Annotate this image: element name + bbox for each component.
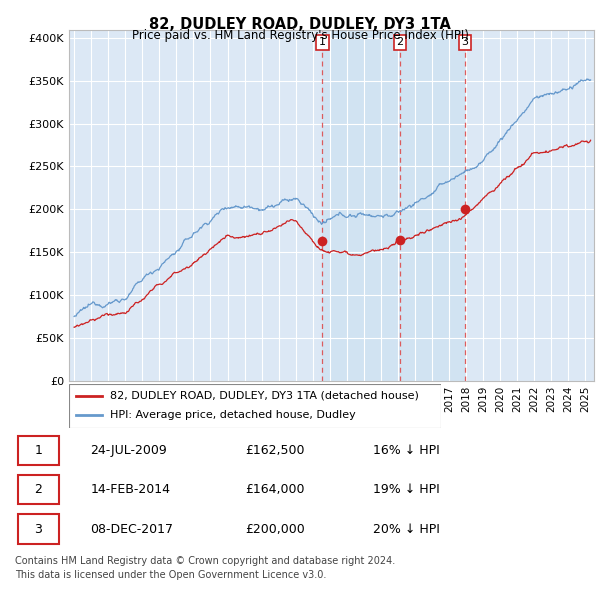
Text: £200,000: £200,000 xyxy=(245,523,305,536)
Text: 2: 2 xyxy=(397,37,404,47)
Text: HPI: Average price, detached house, Dudley: HPI: Average price, detached house, Dudl… xyxy=(110,411,356,420)
Text: 1: 1 xyxy=(319,37,326,47)
Text: 2: 2 xyxy=(34,483,42,496)
Text: £164,000: £164,000 xyxy=(245,483,304,496)
Text: 08-DEC-2017: 08-DEC-2017 xyxy=(91,523,173,536)
Text: Price paid vs. HM Land Registry's House Price Index (HPI): Price paid vs. HM Land Registry's House … xyxy=(131,30,469,42)
Text: 16% ↓ HPI: 16% ↓ HPI xyxy=(373,444,440,457)
FancyBboxPatch shape xyxy=(18,514,59,544)
Text: 82, DUDLEY ROAD, DUDLEY, DY3 1TA: 82, DUDLEY ROAD, DUDLEY, DY3 1TA xyxy=(149,17,451,31)
FancyBboxPatch shape xyxy=(18,435,59,465)
Text: 20% ↓ HPI: 20% ↓ HPI xyxy=(373,523,440,536)
Text: 3: 3 xyxy=(34,523,42,536)
Text: 3: 3 xyxy=(461,37,468,47)
Text: £162,500: £162,500 xyxy=(245,444,304,457)
FancyBboxPatch shape xyxy=(18,475,59,504)
Text: Contains HM Land Registry data © Crown copyright and database right 2024.
This d: Contains HM Land Registry data © Crown c… xyxy=(15,556,395,580)
Bar xyxy=(322,30,465,381)
Text: 19% ↓ HPI: 19% ↓ HPI xyxy=(373,483,440,496)
Text: 14-FEB-2014: 14-FEB-2014 xyxy=(91,483,170,496)
Text: 82, DUDLEY ROAD, DUDLEY, DY3 1TA (detached house): 82, DUDLEY ROAD, DUDLEY, DY3 1TA (detach… xyxy=(110,391,419,401)
FancyBboxPatch shape xyxy=(69,384,441,428)
Text: 24-JUL-2009: 24-JUL-2009 xyxy=(91,444,167,457)
Text: 1: 1 xyxy=(34,444,42,457)
